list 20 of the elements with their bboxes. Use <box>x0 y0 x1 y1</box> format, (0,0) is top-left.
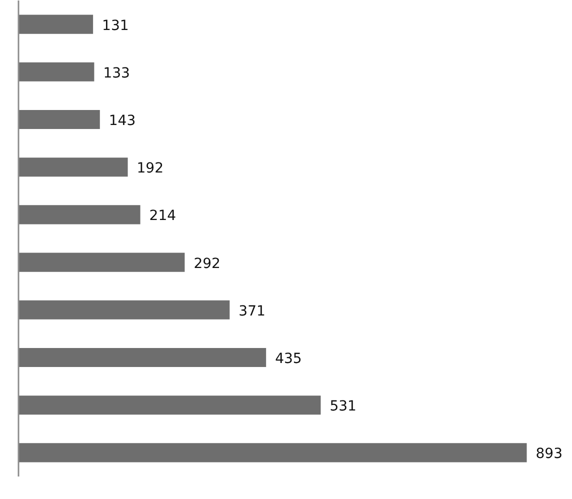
bar <box>18 205 140 224</box>
bar <box>18 14 94 34</box>
data-label: 893 <box>536 446 562 462</box>
bar <box>18 252 185 272</box>
data-label: 435 <box>275 351 302 367</box>
bar <box>18 300 230 320</box>
data-label: 214 <box>149 208 176 224</box>
data-label: 143 <box>108 113 136 129</box>
bar <box>18 158 128 177</box>
bar <box>18 62 94 82</box>
data-label: 131 <box>102 18 129 34</box>
bar <box>18 443 527 462</box>
data-label: 531 <box>330 398 356 415</box>
data-label: 133 <box>103 65 130 82</box>
data-label: 292 <box>194 256 220 272</box>
data-label: 371 <box>238 303 266 320</box>
data-label: 192 <box>136 160 164 177</box>
bar <box>18 110 100 130</box>
bar <box>18 396 321 415</box>
bar <box>18 348 266 368</box>
